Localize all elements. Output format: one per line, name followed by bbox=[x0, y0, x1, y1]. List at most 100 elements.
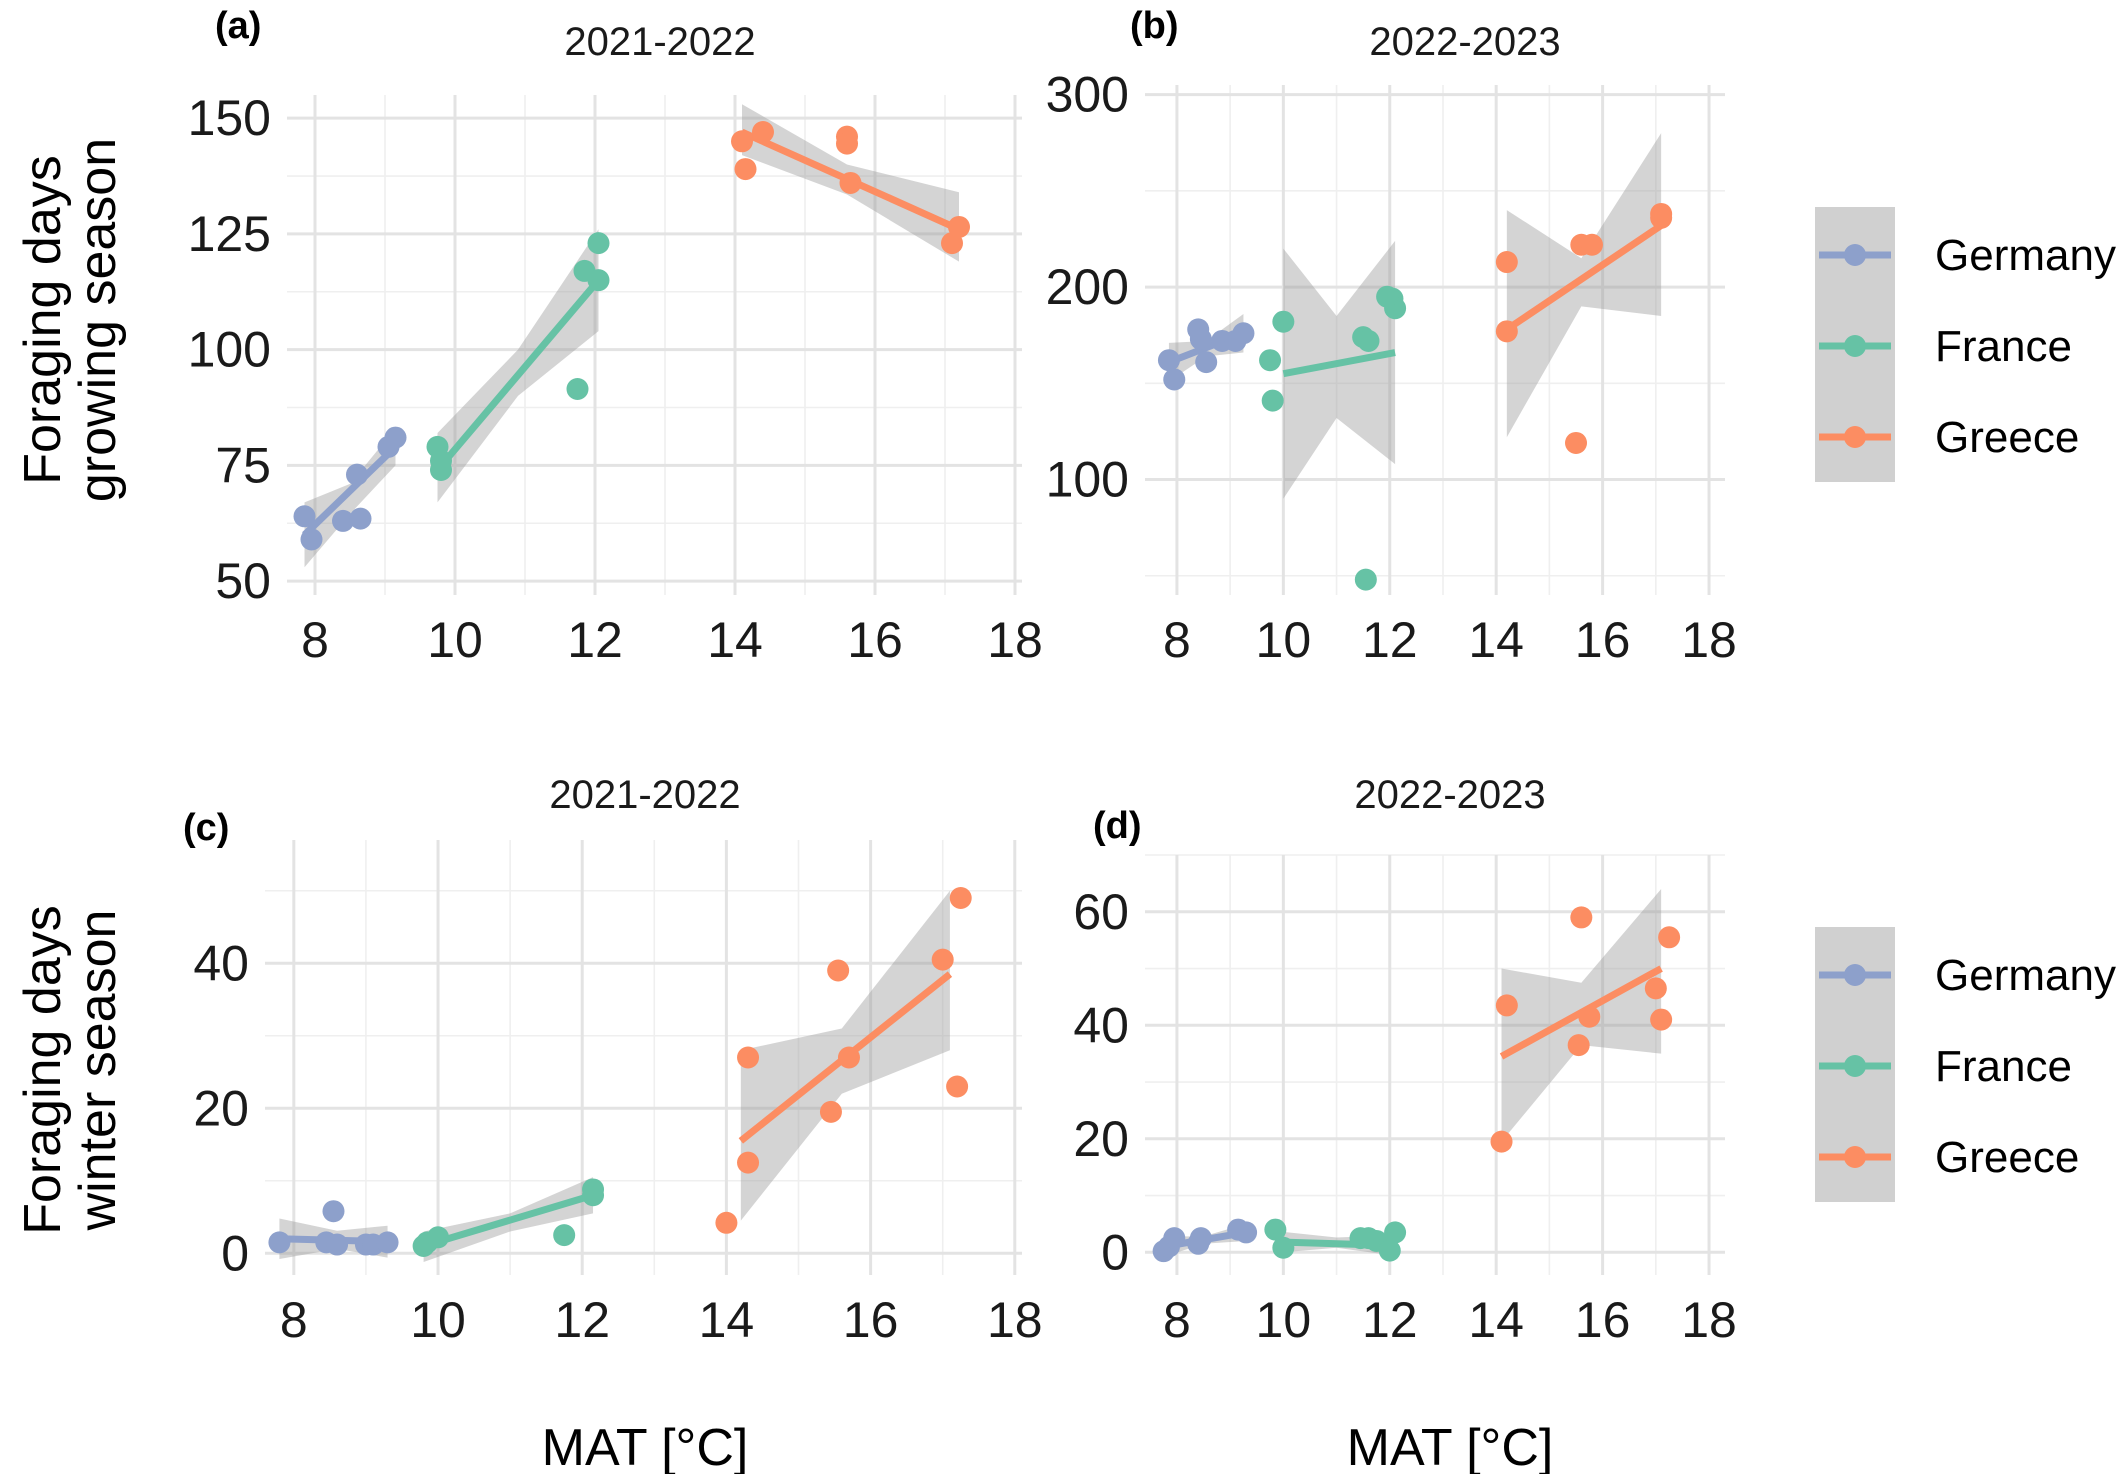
y-tick-label: 40 bbox=[1073, 997, 1129, 1053]
panel-c: 8 10 12 14 16 18 0 20 40 2021-2022 (c) bbox=[183, 773, 1043, 1348]
data-point-greece bbox=[731, 130, 753, 153]
fit-line-france bbox=[1282, 349, 1396, 378]
data-point-greece bbox=[839, 171, 862, 194]
data-point-france bbox=[582, 1184, 605, 1207]
confidence-band-france bbox=[1283, 240, 1396, 499]
x-tick-label: 14 bbox=[1468, 1292, 1524, 1348]
x-tick-label: 14 bbox=[699, 1292, 755, 1348]
legend-point-france bbox=[1844, 335, 1866, 357]
panel-label: (b) bbox=[1130, 5, 1179, 47]
panel-label: (c) bbox=[183, 807, 229, 849]
confidence-band-germany bbox=[304, 428, 396, 568]
x-tick-label: 8 bbox=[280, 1292, 308, 1348]
legend-point-germany bbox=[1844, 964, 1866, 986]
panel-d: 8 10 12 14 16 18 0 20 40 60 2022-2023 (d) bbox=[1073, 773, 1736, 1348]
data-point-france bbox=[1357, 329, 1380, 352]
data-point-france bbox=[430, 459, 452, 481]
x-axis-title-right: MAT [°C] bbox=[1347, 1419, 1554, 1474]
data-point-france bbox=[1259, 349, 1282, 372]
data-point-greece bbox=[931, 948, 954, 971]
data-point-greece bbox=[827, 959, 850, 982]
data-point-france bbox=[587, 232, 610, 255]
data-point-greece bbox=[949, 887, 972, 909]
panel-a: 8 10 12 14 16 18 50 75 100 125 150 2021-2022 (a) bbox=[188, 5, 1043, 668]
y-tick-label: 0 bbox=[1101, 1224, 1129, 1280]
data-point-germany bbox=[332, 509, 354, 532]
y-tick-label: 50 bbox=[215, 553, 271, 609]
data-point-greece bbox=[1570, 906, 1593, 929]
data-point-germany bbox=[293, 505, 316, 528]
data-point-greece bbox=[837, 1046, 860, 1069]
y-axis-title-top-line2: growing season bbox=[69, 138, 127, 502]
data-point-greece bbox=[1658, 926, 1681, 949]
data-point-greece bbox=[752, 121, 774, 144]
confidence-band-france bbox=[437, 229, 599, 503]
y-tick-label: 20 bbox=[193, 1080, 249, 1136]
legend-label-greece: Greece bbox=[1935, 413, 2079, 462]
legend-point-greece bbox=[1844, 1146, 1866, 1168]
data-point-germany bbox=[349, 507, 372, 530]
data-point-germany bbox=[268, 1231, 291, 1254]
data-point-france bbox=[1378, 1239, 1401, 1262]
x-tick-label: 14 bbox=[1468, 612, 1524, 668]
data-point-germany bbox=[1157, 349, 1180, 372]
data-point-france bbox=[1272, 310, 1295, 333]
data-point-greece bbox=[737, 1151, 760, 1174]
legend-top: Germany France Greece bbox=[1815, 207, 2116, 482]
x-tick-label: 10 bbox=[1256, 612, 1312, 668]
data-point-greece bbox=[1580, 233, 1603, 256]
data-point-france bbox=[566, 377, 589, 400]
x-tick-label: 16 bbox=[847, 612, 903, 668]
data-point-greece bbox=[1495, 320, 1518, 343]
legend-label-france: France bbox=[1935, 322, 2072, 371]
x-tick-label: 12 bbox=[554, 1292, 610, 1348]
panel-label: (a) bbox=[215, 5, 261, 47]
data-point-germany bbox=[1189, 1227, 1212, 1250]
y-tick-label: 125 bbox=[188, 206, 271, 262]
data-point-greece bbox=[1495, 251, 1518, 274]
data-point-greece bbox=[819, 1100, 842, 1123]
x-tick-label: 18 bbox=[1681, 1292, 1737, 1348]
legend-point-greece bbox=[1844, 426, 1866, 448]
panel-label: (d) bbox=[1093, 805, 1142, 847]
y-tick-label: 100 bbox=[188, 322, 271, 378]
fit-line-greece bbox=[1504, 222, 1664, 333]
y-tick-label: 200 bbox=[1046, 259, 1129, 315]
y-axis-title-bottom-line1: Foraging days bbox=[14, 905, 72, 1235]
panel-title: 2022-2023 bbox=[1369, 20, 1560, 64]
y-tick-label: 300 bbox=[1046, 67, 1129, 123]
x-axis-title-left: MAT [°C] bbox=[542, 1419, 749, 1474]
panel-title: 2021-2022 bbox=[549, 773, 740, 817]
data-point-france bbox=[587, 269, 610, 292]
x-tick-label: 8 bbox=[301, 612, 329, 668]
data-point-greece bbox=[1650, 1008, 1673, 1031]
data-point-france bbox=[1261, 389, 1284, 412]
legend-point-germany bbox=[1844, 244, 1866, 266]
data-point-germany bbox=[1163, 368, 1186, 391]
data-point-greece bbox=[946, 1075, 969, 1098]
data-point-germany bbox=[346, 463, 368, 486]
data-point-germany bbox=[376, 1231, 399, 1254]
panel-b: 8 10 12 14 16 18 100 200 300 2022-2023 (b) bbox=[1046, 5, 1737, 668]
data-point-france bbox=[1264, 1218, 1287, 1241]
data-point-greece bbox=[737, 1046, 760, 1069]
data-point-germany bbox=[322, 1200, 345, 1223]
data-point-greece bbox=[1490, 1130, 1513, 1153]
data-point-germany bbox=[1235, 1221, 1258, 1244]
x-tick-label: 10 bbox=[1256, 1292, 1312, 1348]
x-tick-label: 18 bbox=[987, 612, 1043, 668]
data-point-greece bbox=[1650, 206, 1673, 229]
x-tick-label: 8 bbox=[1163, 1292, 1191, 1348]
data-point-greece bbox=[836, 132, 858, 155]
legend-point-france bbox=[1844, 1055, 1866, 1077]
legend-label-france: France bbox=[1935, 1042, 2072, 1091]
y-tick-label: 20 bbox=[1073, 1111, 1129, 1167]
panel-title: 2022-2023 bbox=[1354, 773, 1545, 817]
data-point-germany bbox=[1195, 351, 1218, 374]
y-tick-label: 75 bbox=[215, 437, 271, 493]
y-axis-title-top-line1: Foraging days bbox=[14, 155, 72, 485]
x-tick-label: 12 bbox=[567, 612, 623, 668]
fit-line-germany bbox=[302, 444, 398, 538]
data-point-france bbox=[1272, 1236, 1295, 1259]
